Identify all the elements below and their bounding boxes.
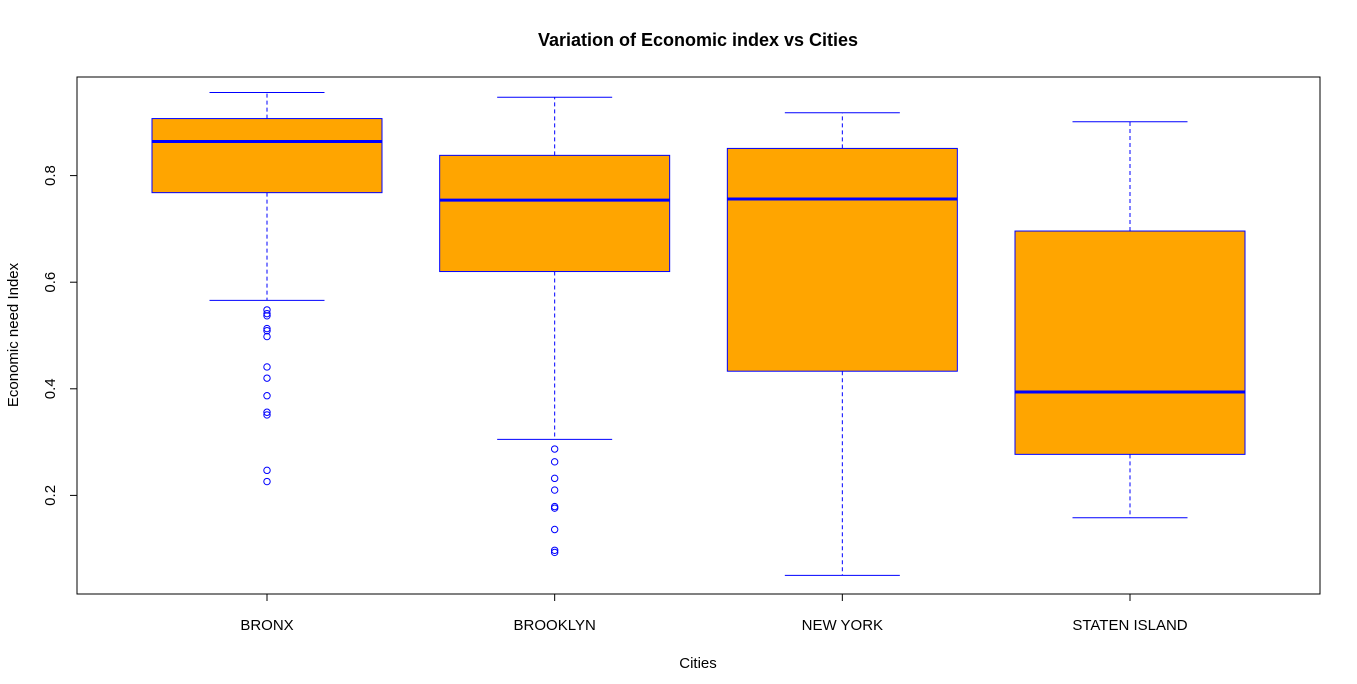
box-new-york: [726, 112, 958, 576]
chart-title: Variation of Economic index vs Cities: [538, 30, 858, 50]
outlier-point: [550, 504, 559, 512]
y-tick-label: 0.8: [42, 165, 59, 186]
box-iqr: [726, 147, 958, 372]
x-tick-label: BRONX: [240, 617, 293, 634]
outlier-point: [550, 525, 559, 534]
outlier-point: [263, 477, 271, 486]
y-tick-label: 0.6: [42, 272, 59, 293]
outlier-point: [263, 332, 271, 341]
y-tick-label: 0.4: [42, 378, 59, 399]
outlier-point: [550, 546, 559, 554]
outlier-point: [263, 363, 271, 371]
x-tick-label: BROOKLYN: [514, 617, 596, 634]
box-brooklyn: [439, 96, 671, 557]
outlier-point: [263, 309, 271, 318]
outlier-point: [263, 324, 271, 333]
outlier-point: [263, 466, 271, 475]
y-axis-label: Economic need Index: [5, 262, 22, 407]
x-tick-label: NEW YORK: [802, 617, 883, 634]
outlier-point: [550, 548, 559, 557]
x-axis-label: Cities: [679, 655, 717, 672]
outlier-point: [263, 306, 271, 314]
y-tick-label: 0.2: [42, 485, 59, 506]
y-axis: 0.2 0.4 0.6 0.8: [42, 165, 78, 506]
outlier-point: [263, 312, 271, 320]
box-staten-island: [1014, 121, 1246, 519]
outlier-point: [263, 411, 271, 419]
outlier-point: [263, 327, 271, 335]
box-iqr: [439, 154, 671, 273]
boxes-group: [151, 91, 1246, 576]
x-axis: BRONX BROOKLYN NEW YORK STATEN ISLAND: [240, 593, 1188, 634]
outlier-point: [263, 408, 271, 416]
x-tick-label: STATEN ISLAND: [1072, 617, 1187, 634]
box-bronx: [151, 91, 383, 486]
outlier-point: [550, 445, 559, 453]
outlier-point: [550, 486, 559, 494]
box-iqr: [1014, 230, 1246, 455]
outlier-point: [550, 458, 559, 466]
outlier-point: [263, 392, 271, 400]
outlier-point: [263, 374, 271, 382]
box-iqr: [151, 118, 383, 194]
outlier-point: [550, 474, 559, 483]
